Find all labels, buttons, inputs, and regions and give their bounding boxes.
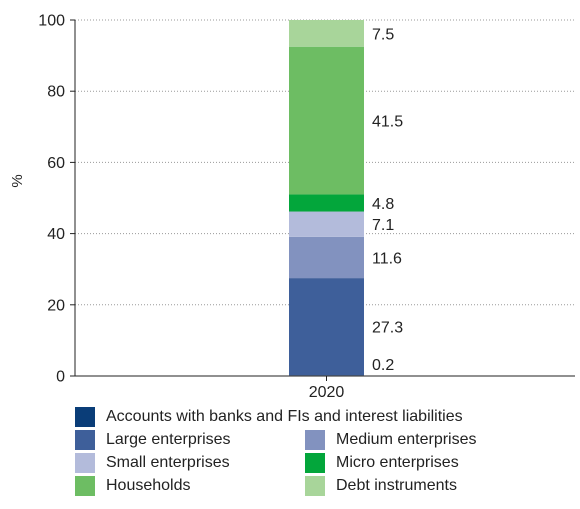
data-label: 11.6 <box>372 250 402 267</box>
legend-swatch <box>75 429 95 450</box>
bar-stack <box>289 20 364 376</box>
bar-segment <box>289 46 364 195</box>
data-label: 4.8 <box>372 196 394 213</box>
bar-segment <box>289 194 364 212</box>
y-ticks: 0 20 40 60 80 100 <box>38 13 75 386</box>
y-tick-label: 60 <box>47 155 65 172</box>
legend-swatch <box>75 406 95 427</box>
bar-segment <box>289 236 364 279</box>
legend-label: Micro enterprises <box>336 453 459 471</box>
y-tick-label: 40 <box>47 226 65 243</box>
y-tick-label: 20 <box>47 297 65 314</box>
data-label: 0.2 <box>372 357 394 374</box>
legend-swatch <box>305 429 325 450</box>
x-ticks: 2020 <box>309 376 345 400</box>
y-tick-label: 100 <box>38 13 65 30</box>
chart: 0 20 40 60 80 100 2020 0.2 27.3 11.6 7.1 4.8 41.5 7… <box>9 13 575 400</box>
legend-item: Small enterprises <box>75 452 305 473</box>
x-tick-label: 2020 <box>309 384 345 400</box>
data-label: 27.3 <box>372 320 403 337</box>
y-tick-label: 0 <box>56 369 65 386</box>
legend-item: Micro enterprises <box>305 452 535 473</box>
data-label: 7.1 <box>372 217 394 234</box>
legend-label: Medium enterprises <box>336 430 477 448</box>
legend-label: Accounts with banks and FIs and interest… <box>106 407 463 425</box>
bar-segment <box>289 278 364 376</box>
legend-item: Accounts with banks and FIs and interest… <box>75 406 463 427</box>
data-label: 7.5 <box>372 26 394 43</box>
legend-row: Small enterprises Micro enterprises <box>75 451 575 474</box>
legend-label: Large enterprises <box>106 430 231 448</box>
data-labels: 0.2 27.3 11.6 7.1 4.8 41.5 7.5 <box>372 26 403 374</box>
legend-row: Large enterprises Medium enterprises <box>75 428 575 451</box>
y-axis-label: % <box>9 174 26 187</box>
legend-swatch <box>305 452 325 473</box>
legend-label: Debt instruments <box>336 476 457 494</box>
legend-item: Medium enterprises <box>305 429 535 450</box>
legend-row: Accounts with banks and FIs and interest… <box>75 405 575 428</box>
legend-row: Households Debt instruments <box>75 474 575 497</box>
bar-segment <box>289 211 364 237</box>
legend: Accounts with banks and FIs and interest… <box>75 405 575 497</box>
legend-label: Households <box>106 476 191 494</box>
legend-item: Debt instruments <box>305 475 535 496</box>
legend-swatch <box>305 475 325 496</box>
y-tick-label: 80 <box>47 84 65 101</box>
legend-swatch <box>75 452 95 473</box>
legend-item: Large enterprises <box>75 429 305 450</box>
legend-label: Small enterprises <box>106 453 230 471</box>
legend-item: Households <box>75 475 305 496</box>
legend-swatch <box>75 475 95 496</box>
axes <box>74 20 575 377</box>
data-label: 41.5 <box>372 114 403 131</box>
bar-segment <box>289 20 364 47</box>
